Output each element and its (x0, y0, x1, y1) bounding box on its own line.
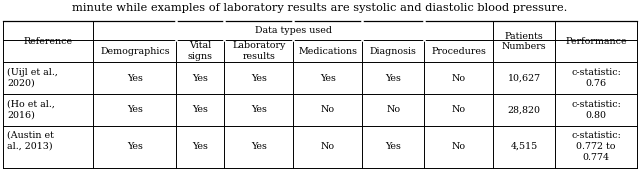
Text: c-statistic:
0.76: c-statistic: 0.76 (571, 68, 621, 88)
Text: 10,627: 10,627 (508, 74, 541, 83)
Text: Performance: Performance (565, 37, 627, 46)
Text: Yes: Yes (251, 74, 267, 83)
Text: minute while examples of laboratory results are systolic and diastolic blood pre: minute while examples of laboratory resu… (72, 3, 568, 13)
Text: Yes: Yes (193, 142, 208, 151)
Text: Demographics: Demographics (100, 47, 170, 56)
Text: Yes: Yes (251, 105, 267, 114)
Text: 28,820: 28,820 (508, 105, 541, 114)
Text: c-statistic:
0.772 to
0.774: c-statistic: 0.772 to 0.774 (571, 131, 621, 162)
Text: Yes: Yes (127, 74, 143, 83)
Text: No: No (452, 74, 466, 83)
Text: Data types used: Data types used (255, 26, 332, 35)
Text: Yes: Yes (127, 142, 143, 151)
Text: No: No (321, 142, 335, 151)
Text: Diagnosis: Diagnosis (370, 47, 417, 56)
Text: Reference: Reference (24, 37, 73, 46)
Text: No: No (452, 142, 466, 151)
Text: Yes: Yes (193, 74, 208, 83)
Text: Yes: Yes (251, 142, 267, 151)
Text: (Ho et al.,
2016): (Ho et al., 2016) (7, 99, 55, 119)
Text: (Austin et
al., 2013): (Austin et al., 2013) (7, 131, 54, 151)
Text: (Uijl et al.,
2020): (Uijl et al., 2020) (7, 68, 58, 88)
Text: 4,515: 4,515 (511, 142, 538, 151)
Text: Yes: Yes (320, 74, 336, 83)
Text: Medications: Medications (298, 47, 357, 56)
Text: Yes: Yes (193, 105, 208, 114)
Text: Vital
signs: Vital signs (188, 41, 213, 61)
Text: Yes: Yes (385, 142, 401, 151)
Text: No: No (452, 105, 466, 114)
Text: Procedures: Procedures (431, 47, 486, 56)
Text: No: No (321, 105, 335, 114)
Text: c-statistic:
0.80: c-statistic: 0.80 (571, 100, 621, 120)
Text: Patients
Numbers: Patients Numbers (502, 32, 547, 51)
Text: Laboratory
results: Laboratory results (232, 41, 285, 61)
Text: Yes: Yes (385, 74, 401, 83)
Text: No: No (386, 105, 400, 114)
Text: Yes: Yes (127, 105, 143, 114)
